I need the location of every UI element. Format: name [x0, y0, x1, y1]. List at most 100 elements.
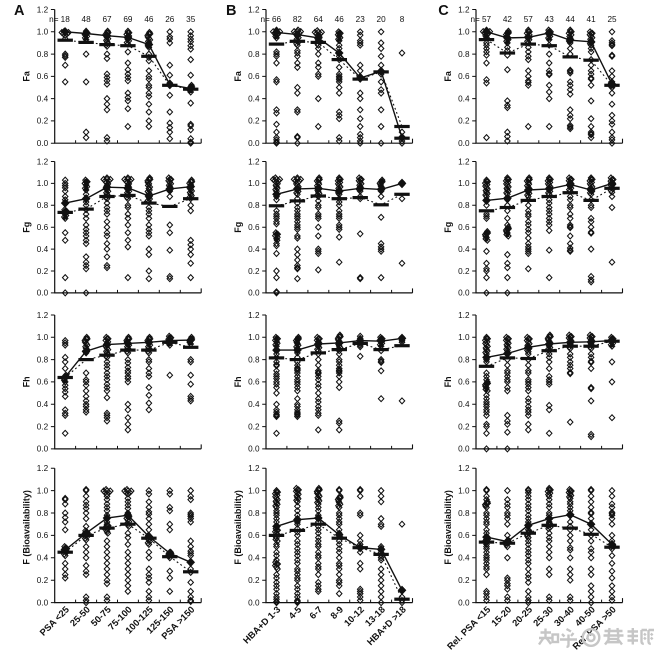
svg-text:1.2: 1.2: [248, 311, 260, 320]
svg-text:35: 35: [186, 15, 196, 24]
svg-text:0.0: 0.0: [458, 139, 470, 148]
svg-text:0.4: 0.4: [248, 554, 260, 563]
svg-text:0.6: 0.6: [37, 378, 49, 387]
svg-text:0.2: 0.2: [458, 576, 470, 585]
svg-text:1.0: 1.0: [248, 486, 260, 495]
svg-text:n=: n=: [49, 15, 59, 24]
svg-text:F (Bioavailability): F (Bioavailability): [443, 490, 453, 565]
svg-text:0.0: 0.0: [248, 598, 260, 607]
svg-text:0.2: 0.2: [37, 267, 49, 276]
svg-text:1.2: 1.2: [458, 311, 470, 320]
svg-text:0.2: 0.2: [37, 117, 49, 126]
svg-text:n=: n=: [260, 15, 270, 24]
svg-text:Fg: Fg: [22, 222, 32, 233]
svg-text:0.0: 0.0: [37, 289, 49, 298]
svg-text:B: B: [226, 3, 236, 19]
svg-text:0.8: 0.8: [248, 50, 260, 59]
svg-text:0.8: 0.8: [37, 201, 49, 210]
svg-text:69: 69: [123, 15, 133, 24]
svg-text:1.0: 1.0: [37, 28, 49, 37]
svg-text:0.2: 0.2: [458, 422, 470, 431]
svg-text:0.0: 0.0: [458, 289, 470, 298]
svg-text:1.2: 1.2: [458, 464, 470, 473]
svg-text:0.2: 0.2: [458, 117, 470, 126]
svg-text:42: 42: [503, 15, 513, 24]
svg-text:23: 23: [356, 15, 366, 24]
svg-text:0.8: 0.8: [37, 50, 49, 59]
svg-text:1.2: 1.2: [458, 5, 470, 14]
svg-text:0.6: 0.6: [458, 223, 470, 232]
svg-text:1.2: 1.2: [458, 157, 470, 166]
svg-text:0.0: 0.0: [37, 445, 49, 454]
svg-text:0.4: 0.4: [458, 400, 470, 409]
svg-text:0.8: 0.8: [458, 355, 470, 364]
svg-text:0.0: 0.0: [248, 139, 260, 148]
svg-text:Fh: Fh: [233, 376, 243, 387]
svg-text:1.0: 1.0: [37, 486, 49, 495]
svg-text:1.0: 1.0: [458, 179, 470, 188]
svg-text:0.2: 0.2: [458, 267, 470, 276]
svg-text:A: A: [14, 3, 25, 19]
svg-text:0.8: 0.8: [248, 355, 260, 364]
svg-text:0.4: 0.4: [458, 94, 470, 103]
svg-text:0.0: 0.0: [458, 598, 470, 607]
svg-text:66: 66: [272, 15, 282, 24]
svg-text:1.2: 1.2: [248, 464, 260, 473]
svg-text:Fg: Fg: [233, 222, 243, 233]
svg-text:0.8: 0.8: [37, 355, 49, 364]
svg-text:0.8: 0.8: [458, 50, 470, 59]
svg-text:0.4: 0.4: [37, 554, 49, 563]
svg-text:Fa: Fa: [233, 70, 243, 81]
svg-text:43: 43: [545, 15, 555, 24]
svg-text:0.4: 0.4: [248, 400, 260, 409]
svg-text:0.2: 0.2: [37, 576, 49, 585]
svg-text:Fh: Fh: [443, 376, 453, 387]
svg-text:F (Bioavailability): F (Bioavailability): [233, 490, 243, 565]
svg-text:1.0: 1.0: [458, 333, 470, 342]
svg-text:1.2: 1.2: [37, 5, 49, 14]
svg-text:1.2: 1.2: [248, 157, 260, 166]
svg-text:0.8: 0.8: [248, 509, 260, 518]
svg-text:0.6: 0.6: [248, 72, 260, 81]
svg-text:8: 8: [400, 15, 405, 24]
svg-text:Fa: Fa: [443, 70, 453, 81]
svg-text:1.2: 1.2: [37, 157, 49, 166]
svg-text:0.2: 0.2: [248, 267, 260, 276]
svg-text:0.0: 0.0: [37, 598, 49, 607]
svg-text:0.4: 0.4: [248, 245, 260, 254]
svg-text:0.4: 0.4: [37, 245, 49, 254]
svg-text:0.4: 0.4: [37, 94, 49, 103]
svg-text:0.4: 0.4: [458, 245, 470, 254]
svg-text:46: 46: [144, 15, 154, 24]
svg-text:41: 41: [587, 15, 597, 24]
svg-text:1.0: 1.0: [458, 28, 470, 37]
svg-text:0.4: 0.4: [37, 400, 49, 409]
svg-text:C: C: [438, 3, 449, 19]
svg-text:26: 26: [165, 15, 175, 24]
svg-text:1.0: 1.0: [248, 28, 260, 37]
svg-text:0.8: 0.8: [458, 201, 470, 210]
svg-text:n=: n=: [470, 15, 480, 24]
svg-text:46: 46: [335, 15, 345, 24]
svg-text:64: 64: [314, 15, 324, 24]
svg-text:67: 67: [102, 15, 112, 24]
svg-text:Fg: Fg: [443, 222, 453, 233]
svg-text:0.6: 0.6: [458, 531, 470, 540]
svg-text:0.6: 0.6: [37, 223, 49, 232]
svg-text:0.2: 0.2: [37, 422, 49, 431]
svg-text:0.0: 0.0: [458, 445, 470, 454]
svg-text:1.0: 1.0: [37, 179, 49, 188]
svg-text:0.6: 0.6: [458, 378, 470, 387]
svg-text:0.0: 0.0: [37, 139, 49, 148]
svg-text:0.2: 0.2: [248, 576, 260, 585]
svg-text:F (Bioavailability): F (Bioavailability): [22, 490, 32, 565]
svg-text:82: 82: [293, 15, 303, 24]
svg-text:0.0: 0.0: [248, 289, 260, 298]
svg-text:0.4: 0.4: [458, 554, 470, 563]
svg-text:0.8: 0.8: [248, 201, 260, 210]
svg-text:1.2: 1.2: [248, 5, 260, 14]
svg-text:0.6: 0.6: [458, 72, 470, 81]
svg-text:18: 18: [61, 15, 71, 24]
svg-text:57: 57: [482, 15, 492, 24]
svg-text:0.6: 0.6: [37, 72, 49, 81]
